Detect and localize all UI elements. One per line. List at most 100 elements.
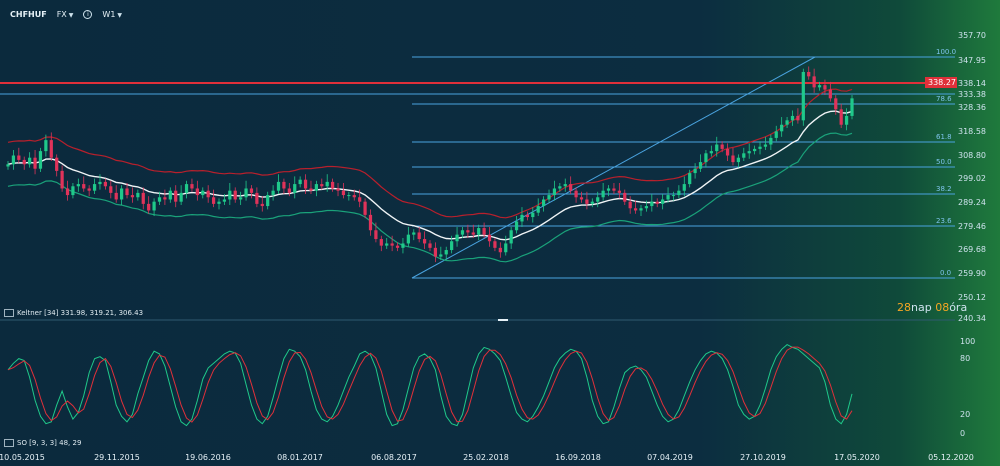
candle-body [471,232,475,235]
price-axis-label: 328.36 [958,103,986,112]
candle-body [168,190,172,200]
info-icon[interactable]: i [83,10,93,19]
current-price-tag [925,77,957,88]
candle-body [536,206,540,213]
candle-body [228,190,232,200]
candle-body [276,181,281,191]
candle-body [633,208,638,211]
price-axis-label: 347.95 [958,56,986,65]
fib-level-label: 78.6 [936,95,952,103]
candle-body [763,144,768,147]
candle-body [466,230,470,233]
candle-body [374,230,378,240]
indicator-settings-icon[interactable] [4,439,14,447]
price-axis-label: 318.58 [958,127,986,136]
candle-body [38,151,43,169]
candle-body [460,230,465,235]
candle-body [65,188,70,196]
candle-body [693,168,697,174]
candle-body [314,184,318,191]
price-axis-label: 250.12 [958,293,986,302]
candle-body [552,188,557,196]
candle-body [28,157,32,165]
candle-body [282,181,286,189]
price-axis-label: 240.34 [958,314,986,323]
candle-body [606,188,611,191]
symbol-selector[interactable]: CHFHUF [10,10,47,19]
candle-body [103,181,107,187]
x-axis-tick-label: 08.01.2017 [277,453,323,462]
candle-body [796,115,800,121]
candle-body [742,153,746,158]
so-axis-label: 80 [960,354,970,363]
candle-body [211,197,216,204]
candle-body [76,184,80,187]
candle-body [569,184,573,191]
candle-body [477,228,481,235]
candle-body [147,203,151,211]
price-axis-label: 308.80 [958,151,986,160]
candle-body [125,188,129,196]
candle-body [509,230,513,244]
candle-body [709,151,713,154]
candle-body [347,195,351,197]
candle-body [44,140,48,152]
candle-body [82,184,86,189]
candle-body [558,186,562,189]
candle-body [422,239,427,244]
candle-body [390,243,394,246]
candle-body [11,155,16,165]
keltner-legend[interactable]: Keltner [34] 331.98, 319.21, 306.43 [4,309,143,317]
candle-body [612,188,616,191]
x-axis-tick-label: 25.02.2018 [463,453,509,462]
candle-body [249,188,254,193]
current-price-label: 338.27 [928,78,956,87]
x-axis-tick-label: 07.04.2019 [647,453,693,462]
fib-level-label: 100.0 [936,48,956,56]
candle-body [201,190,205,196]
market-selector[interactable]: FX ▼ [56,10,74,19]
candle-body [336,188,340,191]
candle-body [542,199,546,207]
stochastic-legend[interactable]: SO [9, 3, 3] 48, 29 [4,439,81,447]
candle-body [531,212,535,218]
candle-body [579,197,584,200]
candle-body [60,170,64,189]
chevron-down-icon[interactable]: ▼ [117,12,123,19]
price-axis-label: 338.14 [958,79,986,88]
candle-body [514,221,519,231]
candle-body [433,247,438,257]
candle-body [655,201,659,204]
candle-body [774,131,778,138]
candle-body [412,232,416,235]
x-axis-tick-label: 05.12.2020 [928,453,974,462]
candle-body [325,181,329,187]
candle-body [363,201,367,215]
candle-body [239,197,243,200]
candle-body [152,201,156,211]
indicator-settings-icon[interactable] [4,309,14,317]
candle-body [368,214,373,231]
price-axis-label: 289.24 [958,198,986,207]
candle-body [650,201,654,207]
price-axis-label: 299.02 [958,174,986,183]
candle-body [260,203,264,207]
candle-body [293,184,297,193]
timeframe-selector[interactable]: W1 ▼ [102,10,123,19]
candle-body [596,197,600,202]
candle-body [753,148,757,152]
candle-body [444,250,448,255]
candle-body [49,140,53,158]
price-axis-label: 279.46 [958,222,986,231]
candle-body [736,157,740,163]
candle-body [715,144,719,152]
candle-body [698,162,703,169]
chevron-down-icon[interactable]: ▼ [68,12,74,19]
candle-body [271,190,275,196]
candle-body [731,155,735,163]
candle-body [385,243,389,246]
candle-body [547,195,551,200]
candle-body [87,188,91,191]
candle-body [628,201,632,209]
